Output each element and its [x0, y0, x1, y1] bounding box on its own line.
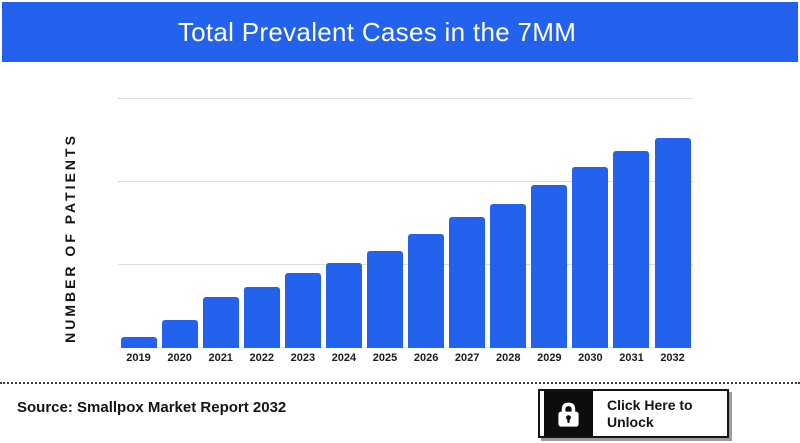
unlock-button-label: Click Here to Unlock — [593, 391, 727, 436]
bar-cell-2028 — [488, 98, 529, 348]
x-tick-label-2029: 2029 — [537, 352, 562, 364]
bar-2032 — [654, 138, 691, 348]
x-tick-label-2019: 2019 — [126, 352, 151, 364]
bar-2030 — [572, 167, 609, 348]
bar-cell-2030 — [570, 98, 611, 348]
bar-cell-2023 — [282, 98, 323, 348]
x-tick-label-2026: 2026 — [413, 352, 439, 364]
x-tick-label-2027: 2027 — [454, 352, 480, 364]
title-banner: Total Prevalent Cases in the 7MM — [2, 2, 798, 62]
x-tick-label-2020: 2020 — [167, 352, 192, 364]
bar-cell-2021 — [200, 98, 241, 348]
bar-cell-2022 — [241, 98, 282, 348]
bar-2031 — [613, 151, 650, 348]
bar-cell-2032 — [652, 98, 693, 348]
bar-2026 — [408, 234, 445, 348]
x-tick-label-2032: 2032 — [660, 352, 685, 364]
bar-2020 — [161, 320, 198, 348]
chart-title: Total Prevalent Cases in the 7MM — [177, 17, 577, 47]
bar-2028 — [490, 204, 527, 348]
x-tick-label-2021: 2021 — [208, 352, 233, 364]
source-text: Source: Smallpox Market Report 2032 — [17, 399, 287, 416]
gridline-2 — [118, 264, 693, 265]
unlock-label-line1: Click Here to — [607, 396, 693, 413]
plot-area — [118, 98, 693, 348]
bar-cell-2026 — [406, 98, 447, 348]
bar-2029 — [531, 185, 568, 348]
x-tick-label-2031: 2031 — [619, 352, 644, 364]
bar-2019 — [120, 337, 157, 348]
x-tick-label-2025: 2025 — [372, 352, 398, 364]
bar-cell-2024 — [323, 98, 364, 348]
x-tick-label-2023: 2023 — [290, 352, 316, 364]
bar-cell-2025 — [364, 98, 405, 348]
bar-2022 — [243, 287, 280, 348]
lock-icon — [544, 391, 593, 436]
bar-cell-2031 — [611, 98, 652, 348]
x-tick-label-2030: 2030 — [578, 352, 603, 364]
dotted-divider — [0, 382, 800, 384]
unlock-label-line2: Unlock — [607, 413, 654, 430]
x-axis-baseline — [118, 347, 693, 348]
bar-cell-2029 — [529, 98, 570, 348]
bar-cell-2020 — [159, 98, 200, 348]
bar-2023 — [284, 273, 321, 348]
y-axis-label: NUMBER OF PATIENTS — [62, 133, 78, 343]
gridline-1 — [118, 181, 693, 182]
gridline-0 — [118, 98, 693, 99]
unlock-button[interactable]: Click Here to Unlock — [538, 389, 729, 438]
x-tick-label-2022: 2022 — [249, 352, 275, 364]
bar-cell-2027 — [447, 98, 488, 348]
bar-2027 — [449, 217, 486, 348]
bar-cell-2019 — [118, 98, 159, 348]
bar-2024 — [325, 263, 362, 348]
x-axis-labels: 2019 2020 2021 2022 2023 2024 2025 2026 2027 2028… — [118, 352, 693, 364]
bar-2021 — [202, 297, 239, 348]
x-tick-label-2028: 2028 — [496, 352, 521, 364]
x-tick-label-2024: 2024 — [331, 352, 357, 364]
bar-2025 — [367, 251, 403, 348]
bar-series — [118, 98, 693, 348]
